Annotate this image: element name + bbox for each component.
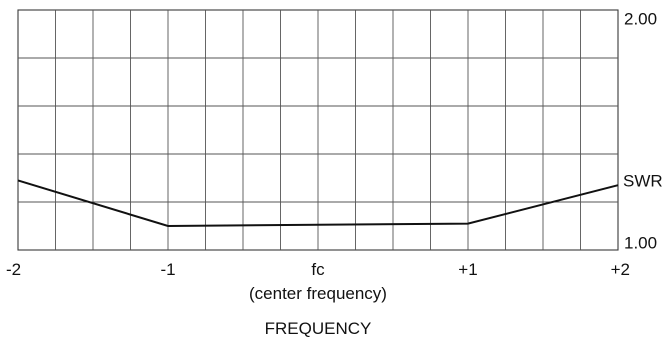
x-tick-label: fc [311, 260, 325, 279]
y-tick-label: 1.00 [624, 233, 657, 252]
y-tick-labels: 2.00 1.00 [624, 9, 657, 252]
x-tick-label: +2 [611, 260, 630, 279]
x-tick-label: -1 [160, 260, 175, 279]
x-tick-labels: -2 -1 fc (center frequency) +1 +2 [6, 260, 630, 303]
chart-grid [17, 9, 619, 251]
x-tick-label: -2 [6, 260, 21, 279]
chart-series [17, 179, 619, 228]
y-tick-label: 2.00 [624, 9, 657, 28]
swr-curve-line [17, 179, 619, 228]
x-axis-label: FREQUENCY [265, 319, 372, 338]
x-tick-sublabel: (center frequency) [249, 284, 387, 303]
x-tick-label: +1 [458, 260, 477, 279]
y-axis-label: SWR [623, 171, 663, 190]
